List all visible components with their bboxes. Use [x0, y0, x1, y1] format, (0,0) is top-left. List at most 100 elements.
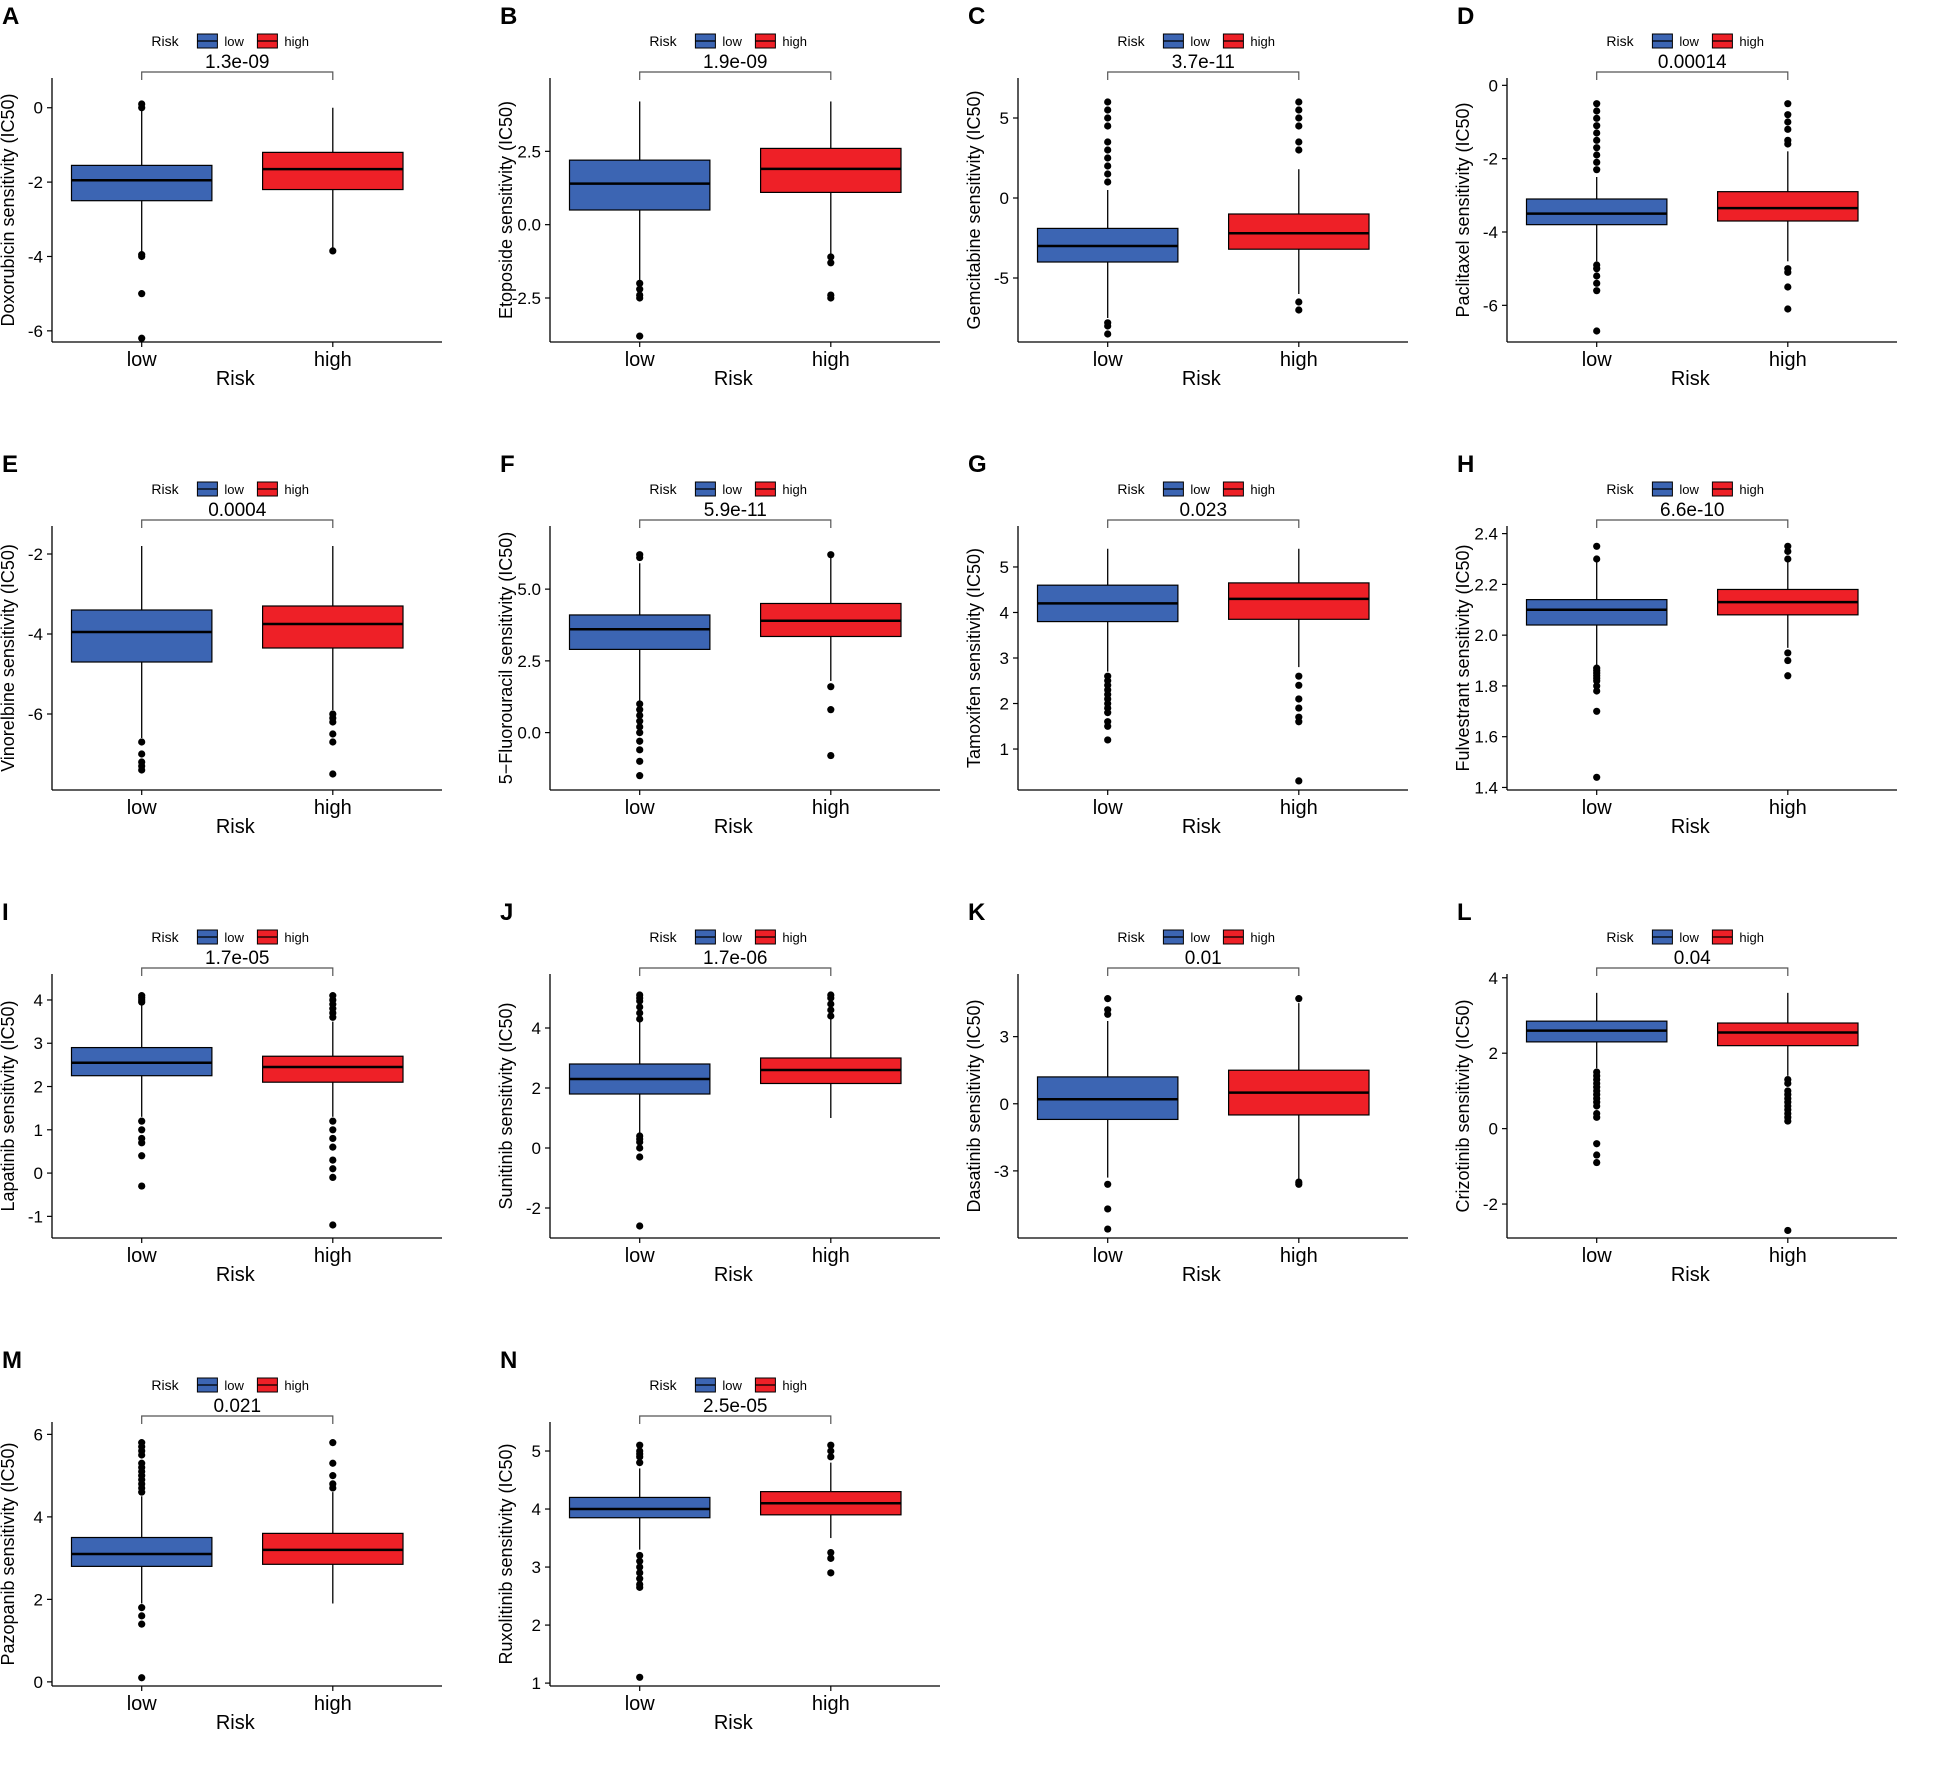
significance-bracket: [141, 1415, 334, 1424]
outlier-point: [1295, 995, 1303, 1003]
outlier-point: [1104, 178, 1112, 186]
panel-g: G Risk low high 5 4 3 2 1 Tamoxifen sensitivity (…: [964, 451, 1408, 838]
y-tick-label: 5: [1000, 558, 1009, 577]
outlier-point: [636, 1563, 644, 1571]
y-axis-title: Gemcitabine sensitivity (IC50): [964, 90, 984, 329]
y-tick-label: -5: [994, 269, 1009, 288]
x-tick-label: low: [625, 1693, 656, 1715]
y-tick-label: 0: [1489, 76, 1498, 95]
panel-label: D: [1457, 3, 1474, 30]
outlier-point: [138, 104, 146, 112]
legend-label-low: low: [1190, 930, 1210, 945]
outlier-point: [636, 1144, 644, 1152]
outlier-point: [636, 551, 644, 559]
outlier-point: [1593, 682, 1601, 690]
outlier-point: [1593, 1151, 1601, 1159]
box-high: [262, 1055, 404, 1083]
y-tick-label: -3: [994, 1162, 1009, 1181]
x-tick-label: high: [1280, 797, 1318, 819]
x-tick-label: low: [1582, 1245, 1613, 1267]
legend-label-low: low: [1190, 34, 1210, 49]
outlier-point: [329, 1173, 337, 1182]
panel-e: E Risk low high -2 -4 -6 Vinorelbine sensitivit…: [0, 451, 442, 838]
outlier-point: [329, 718, 337, 726]
outlier-point: [1593, 677, 1601, 685]
outlier-point: [138, 334, 146, 342]
outlier-point: [636, 772, 644, 780]
outlier-point: [827, 706, 835, 714]
significance-bracket: [639, 519, 832, 528]
x-tick-label: high: [314, 797, 352, 819]
outlier-point: [636, 1569, 644, 1577]
significance-bracket: [1107, 519, 1300, 528]
outlier-point: [1104, 995, 1112, 1003]
x-tick-label: high: [314, 1693, 352, 1715]
outlier-point: [827, 551, 835, 559]
outlier-point: [1784, 125, 1792, 133]
outlier-point: [329, 1117, 337, 1125]
box-high: [262, 605, 404, 649]
outlier-point: [827, 259, 835, 267]
legend-label-high: high: [284, 1378, 309, 1393]
y-tick-label: 2: [1000, 695, 1009, 714]
x-axis-title: Risk: [1182, 1264, 1222, 1286]
outlier-point: [827, 683, 835, 691]
legend-label-low: low: [1679, 34, 1699, 49]
outlier-point: [329, 1484, 337, 1492]
y-axis-title: Pazopanib sensitivity (IC50): [0, 1442, 18, 1665]
outlier-point: [1593, 1113, 1601, 1121]
outlier-point: [636, 1153, 644, 1161]
outlier-point: [636, 746, 644, 754]
outlier-point: [1784, 140, 1792, 148]
outlier-point: [1104, 722, 1112, 730]
outlier-point: [1593, 287, 1601, 295]
outlier-point: [636, 711, 644, 719]
legend-label-high: high: [782, 930, 807, 945]
panel-label: J: [500, 899, 513, 926]
outlier-point: [1593, 122, 1601, 130]
y-tick-label: -4: [1483, 223, 1498, 242]
legend-label-high: high: [782, 34, 807, 49]
outlier-point: [1593, 327, 1601, 335]
box-low: [70, 609, 213, 663]
outlier-point: [1593, 265, 1601, 273]
outlier-point: [636, 1441, 644, 1449]
y-axis-title: Etoposide sensitivity (IC50): [496, 101, 516, 319]
legend-title: Risk: [1606, 929, 1634, 945]
significance-bracket: [639, 71, 832, 80]
legend-title: Risk: [151, 481, 179, 497]
panel-label: K: [968, 899, 986, 926]
outlier-point: [636, 1583, 644, 1591]
box-high: [759, 147, 902, 193]
outlier-point: [636, 1453, 644, 1461]
box-low: [1525, 198, 1668, 226]
y-tick-label: 2.0: [1474, 626, 1498, 645]
outlier-point: [329, 1143, 337, 1151]
legend-label-high: high: [1250, 34, 1275, 49]
outlier-point: [1104, 330, 1112, 338]
outlier-point: [138, 738, 146, 746]
x-tick-label: high: [1769, 797, 1807, 819]
outlier-point: [1295, 681, 1303, 689]
outlier-point: [636, 700, 644, 708]
y-tick-label: 3: [1000, 1028, 1009, 1047]
panel-label: B: [500, 3, 517, 30]
outlier-point: [1104, 146, 1112, 154]
y-tick-label: 0: [532, 1139, 541, 1158]
legend-title: Risk: [1117, 33, 1145, 49]
y-axis-title: Lapatinib sensitivity (IC50): [0, 1000, 18, 1211]
box-high: [1227, 213, 1370, 250]
legend-title: Risk: [1606, 33, 1634, 49]
y-tick-label: 1.6: [1474, 728, 1498, 747]
significance-bracket: [1107, 967, 1300, 976]
y-tick-label: 3: [1000, 649, 1009, 668]
outlier-point: [1593, 555, 1601, 563]
x-tick-label: high: [812, 797, 850, 819]
legend-label-high: high: [1739, 482, 1764, 497]
outlier-point: [1295, 306, 1303, 314]
outlier-point: [1104, 709, 1112, 717]
outlier-point: [1295, 122, 1303, 130]
x-tick-label: high: [1280, 1245, 1318, 1267]
outlier-point: [1295, 695, 1303, 703]
x-tick-label: high: [812, 1693, 850, 1715]
